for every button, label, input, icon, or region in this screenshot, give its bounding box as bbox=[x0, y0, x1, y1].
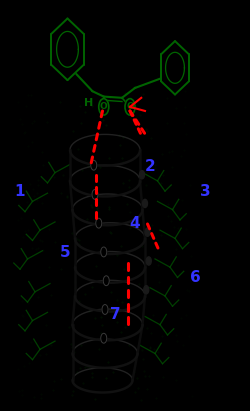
Text: 3: 3 bbox=[200, 184, 210, 199]
Circle shape bbox=[99, 99, 109, 115]
Circle shape bbox=[140, 171, 144, 179]
Text: 4: 4 bbox=[130, 217, 140, 231]
Circle shape bbox=[146, 257, 151, 265]
Circle shape bbox=[103, 276, 109, 286]
Circle shape bbox=[96, 218, 102, 228]
Circle shape bbox=[92, 189, 98, 199]
Text: O: O bbox=[126, 102, 134, 111]
Text: 7: 7 bbox=[110, 307, 120, 322]
Circle shape bbox=[102, 305, 108, 314]
Circle shape bbox=[101, 247, 107, 257]
Text: H: H bbox=[84, 98, 94, 108]
Circle shape bbox=[101, 333, 107, 343]
Circle shape bbox=[145, 228, 150, 236]
Circle shape bbox=[125, 99, 135, 115]
Circle shape bbox=[91, 160, 97, 170]
Text: 1: 1 bbox=[15, 184, 25, 199]
Text: 6: 6 bbox=[190, 270, 200, 285]
Text: 5: 5 bbox=[60, 245, 70, 260]
Circle shape bbox=[142, 199, 148, 208]
Circle shape bbox=[144, 286, 149, 294]
Text: O: O bbox=[100, 102, 108, 111]
Text: 2: 2 bbox=[144, 159, 156, 174]
